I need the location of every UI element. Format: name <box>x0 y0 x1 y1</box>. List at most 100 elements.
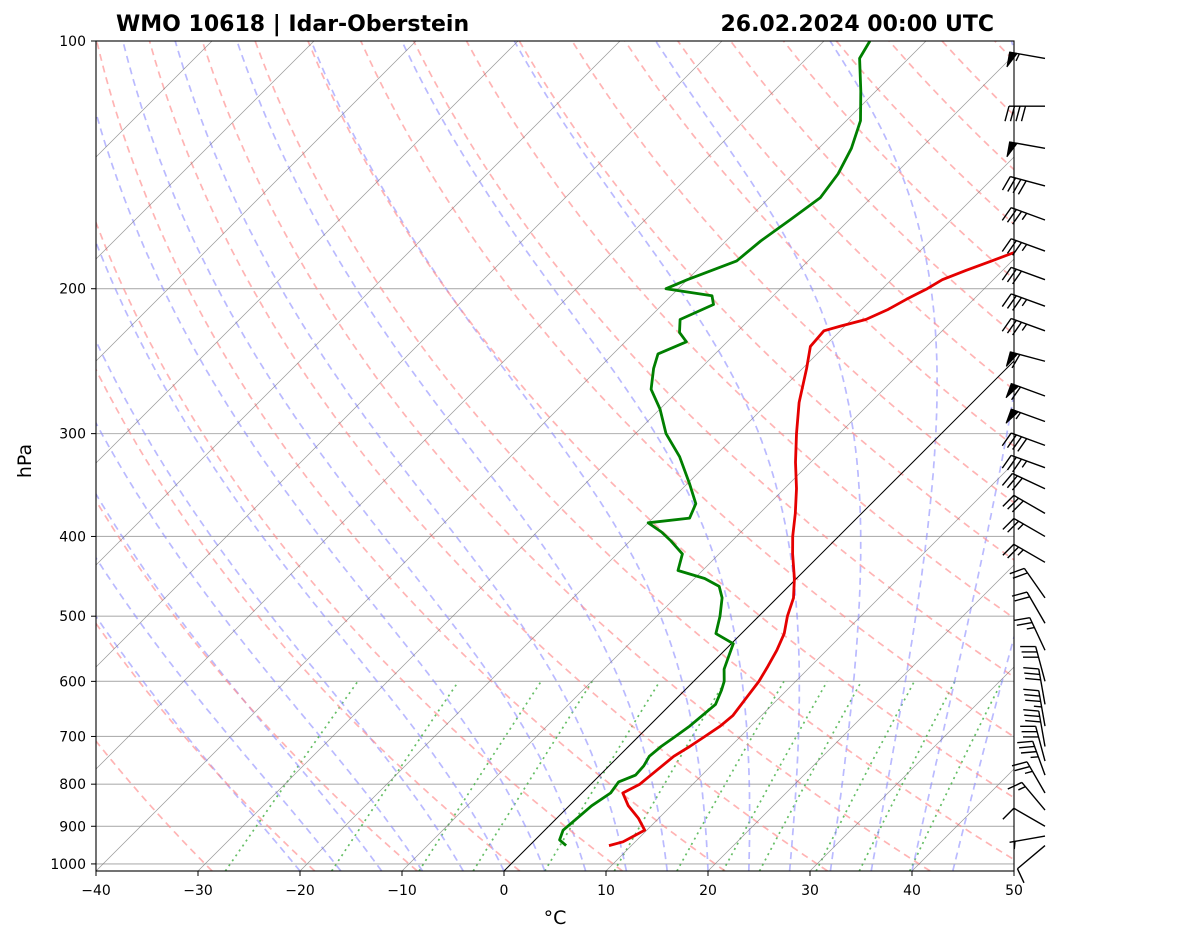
wind-barb-flag <box>1011 354 1021 369</box>
wind-barb-staff <box>1010 317 1046 332</box>
wind-barb <box>1001 175 1046 195</box>
y-axis-ticks: 100 200 300 400 500 600 700 800 900 1000 <box>50 34 96 873</box>
wind-barb <box>1017 740 1046 776</box>
wind-barb-half-flag <box>1021 243 1028 252</box>
isotherm-line <box>96 41 315 260</box>
wind-barb-flag <box>1019 745 1035 749</box>
dry-adiabat-line <box>96 220 623 871</box>
wind-barb-staff <box>1010 432 1046 447</box>
wind-barb <box>1004 105 1045 122</box>
y-tick-label: 300 <box>59 427 86 443</box>
wind-barb <box>1002 517 1046 538</box>
wind-barb-flag <box>1020 105 1027 122</box>
moist-adiabat-line <box>96 339 464 871</box>
wind-barb-flag <box>1012 242 1023 256</box>
wind-barb <box>1001 454 1046 473</box>
wind-barb-half-flag <box>1015 412 1022 420</box>
wind-barbs <box>1001 51 1046 884</box>
wind-barb <box>1001 472 1046 491</box>
mixing-ratio-line <box>418 680 542 871</box>
wind-barb <box>1002 494 1046 514</box>
wind-barb-staff <box>1035 726 1046 762</box>
wind-barb-staff <box>1032 741 1046 776</box>
wind-barb-flag <box>1006 209 1017 223</box>
wind-barb-staff <box>1023 567 1046 599</box>
wind-barb-staff <box>1010 175 1046 187</box>
wind-barb-staff <box>1010 293 1046 307</box>
wind-barb-flag <box>1001 454 1012 469</box>
wind-barb <box>1020 725 1046 762</box>
moist-adiabat-line <box>96 240 505 871</box>
dry-adiabat-line <box>307 41 1014 799</box>
wind-barb-half-flag <box>1015 53 1020 62</box>
wind-barb-flag <box>1012 458 1023 473</box>
wind-barb-half-flag <box>1017 523 1024 530</box>
wind-barb-flag <box>1007 497 1020 510</box>
isotherm-line <box>605 462 1014 871</box>
wind-barb <box>1020 645 1046 682</box>
wind-barb-half-flag <box>1013 841 1016 850</box>
wind-barb-staff <box>1010 207 1046 221</box>
wind-barb <box>1005 383 1046 401</box>
wind-barb-staff <box>1035 646 1046 682</box>
wind-barb-flag <box>1001 176 1011 191</box>
wind-barb-flag <box>1015 105 1021 122</box>
wind-barb-flag <box>1006 475 1018 489</box>
wind-barb <box>1016 845 1046 884</box>
mixing-ratio-lines <box>224 680 1003 871</box>
wind-barb-staff <box>1012 472 1046 490</box>
y-axis-label: hPa <box>14 444 36 478</box>
wind-barb <box>1007 781 1046 811</box>
wind-barb-flag <box>1012 436 1023 450</box>
wind-barb <box>1005 408 1046 424</box>
wind-barb-flag <box>1001 266 1012 281</box>
x-tick-label: −20 <box>285 883 315 899</box>
dry-adiabat-line <box>360 41 1014 738</box>
x-axis-ticks: −40 −30 −20 −10 0 10 20 30 40 50 <box>81 871 1023 899</box>
moist-adiabat-line <box>829 41 938 871</box>
y-tick-label: 200 <box>59 282 86 298</box>
mixing-ratio-line <box>544 680 661 871</box>
wind-barb-flag <box>1017 740 1033 744</box>
wind-barb-flag <box>1002 517 1015 530</box>
wind-barb <box>1002 807 1046 827</box>
wind-barb <box>1006 51 1046 68</box>
moist-adiabat-line <box>513 41 801 871</box>
time-title: 26.02.2024 00:00 UTC <box>720 12 994 37</box>
wind-barb-flag <box>1016 621 1033 627</box>
dry-adiabat-line <box>677 41 1014 391</box>
wind-barb <box>1001 317 1046 336</box>
y-tick-label: 500 <box>59 609 86 625</box>
isotherm-line <box>96 41 621 566</box>
y-tick-label: 100 <box>59 34 86 50</box>
wind-barb-flag <box>1012 321 1023 336</box>
wind-barb <box>1001 432 1046 452</box>
dewpoint-profile-line <box>558 41 872 847</box>
wind-barb <box>1023 666 1046 705</box>
isotherm-line <box>96 41 927 871</box>
wind-barb-flag <box>1002 807 1015 820</box>
wind-barb-flag <box>1020 750 1037 754</box>
wind-barb <box>1001 293 1046 311</box>
station-title: WMO 10618 | Idar-Oberstein <box>116 12 469 37</box>
isotherms <box>96 41 1014 871</box>
wind-barb <box>1006 141 1046 158</box>
wind-barb-staff <box>1010 454 1046 469</box>
wind-barb-staff <box>1013 543 1046 563</box>
wind-barb-flag <box>1014 596 1030 602</box>
isotherm-line <box>96 41 825 770</box>
wind-barb-flag <box>1012 179 1022 194</box>
wind-barb-flag <box>1001 293 1012 307</box>
wind-barb-half-flag <box>1024 770 1033 775</box>
wind-barb-half-flag <box>1021 323 1028 331</box>
y-tick-label: 400 <box>59 529 86 545</box>
wind-barb-flag <box>1001 432 1012 447</box>
wind-barb-staff <box>1010 266 1046 281</box>
wind-barb-flag <box>1006 295 1017 309</box>
wind-barb-staff <box>1026 761 1046 794</box>
wind-barb-pennant <box>1006 141 1019 158</box>
dry-adiabat-line <box>96 41 726 871</box>
wind-barb <box>1014 616 1046 651</box>
wind-barb-staff <box>1021 781 1046 811</box>
y-tick-label: 600 <box>59 674 86 690</box>
